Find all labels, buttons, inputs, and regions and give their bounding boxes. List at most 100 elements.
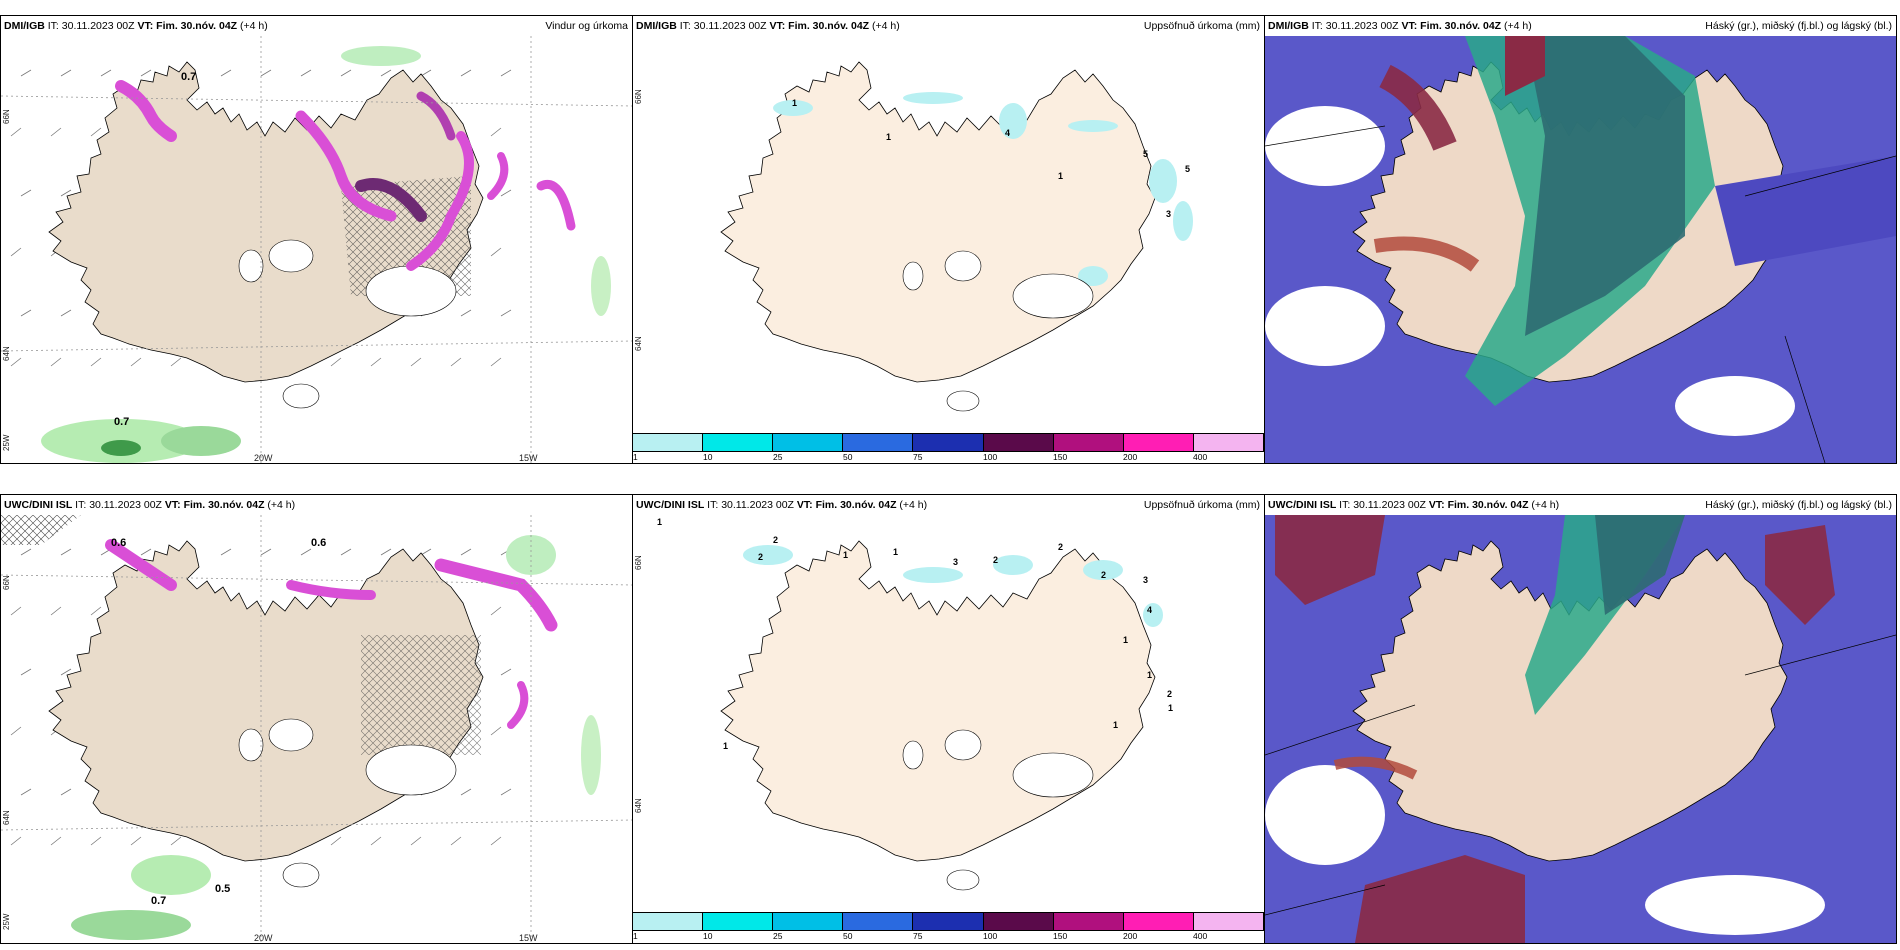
wind-value: 0.7 [114, 416, 130, 428]
colorbar-tick: 200 [1123, 931, 1138, 941]
colorbar-tick: 50 [843, 452, 853, 462]
panel-uwc-wind: UWC/DINI ISL IT: 30.11.2023 00Z VT: Fim.… [0, 494, 633, 944]
vt-label: VT: [796, 499, 813, 511]
colorbar-tick: 400 [1193, 931, 1208, 941]
colorbar-swatch [983, 434, 1054, 451]
colorbar-swatch [843, 434, 914, 451]
lon-label-20w: 20W [254, 453, 273, 463]
vt-label: VT: [1428, 499, 1445, 511]
wind-value: 0.6 [311, 537, 327, 549]
panel-dmi-wind: DMI/IGB IT: 30.11.2023 00Z VT: Fim. 30.n… [0, 15, 633, 464]
colorbar-swatch [773, 913, 844, 930]
colorbar-swatch [1193, 913, 1263, 930]
colorbar-tick: 10 [703, 931, 713, 941]
panel-dmi-accum: DMI/IGB IT: 30.11.2023 00Z VT: Fim. 30.n… [632, 15, 1265, 464]
it-label: IT: [75, 499, 87, 511]
vt-value: Fim. 30.nóv. 04Z [183, 499, 265, 511]
lead-time: (+4 h) [899, 499, 928, 511]
accum-value: 3 [953, 557, 959, 567]
wind-precip-map [1, 515, 632, 943]
colorbar [632, 912, 1264, 931]
panel-header: UWC/DINI ISL IT: 30.11.2023 00Z VT: Fim.… [1265, 495, 1896, 515]
model-source: DMI/IGB [1268, 20, 1309, 32]
lat-label-66n: 66N [2, 575, 11, 590]
lat-label-64n: 64N [634, 798, 643, 813]
accum-value: 1 [1147, 670, 1153, 680]
panel-header: DMI/IGB IT: 30.11.2023 00Z VT: Fim. 30.n… [633, 16, 1264, 36]
colorbar-swatch [703, 434, 774, 451]
colorbar-tick: 25 [773, 452, 783, 462]
lat-label-64n: 64N [2, 346, 11, 361]
accum-value: 3 [1143, 575, 1149, 585]
accum-value: 5 [1143, 149, 1149, 159]
colorbar-swatch [773, 434, 844, 451]
it-label: IT: [1339, 499, 1351, 511]
accum-value: 1 [657, 517, 663, 527]
it-value: 30.11.2023 00Z [1353, 499, 1426, 511]
accum-value: 2 [758, 552, 764, 562]
it-value: 30.11.2023 00Z [61, 20, 135, 32]
accum-value: 1 [893, 547, 899, 557]
lon-label-25w: 25W [2, 913, 11, 930]
colorbar-swatch [1053, 913, 1124, 930]
colorbar-swatch [633, 913, 704, 930]
colorbar-tick: 400 [1193, 452, 1208, 462]
vt-label: VT: [1401, 20, 1418, 32]
accum-precip-map [633, 515, 1264, 915]
it-value: 30.11.2023 00Z [721, 499, 794, 511]
colorbar-swatch [633, 434, 704, 451]
panel-dmi-clouds: DMI/IGB IT: 30.11.2023 00Z VT: Fim. 30.n… [1264, 15, 1897, 464]
wind-value: 0.6 [111, 537, 127, 549]
colorbar-tick: 1 [633, 931, 638, 941]
it-value: 30.11.2023 00Z [693, 20, 767, 32]
vt-value: Fim. 30.nóv. 04Z [156, 20, 238, 32]
accum-value: 2 [1058, 542, 1064, 552]
vt-value: Fim. 30.nóv. 04Z [1447, 499, 1529, 511]
accum-value: 1 [886, 132, 892, 142]
vt-value: Fim. 30.nóv. 04Z [815, 499, 897, 511]
lead-time: (+4 h) [1531, 499, 1560, 511]
colorbar-tick: 100 [983, 452, 998, 462]
panel-title: Vindur og úrkoma [545, 20, 628, 32]
accum-value: 4 [1005, 128, 1011, 138]
colorbar-tick: 50 [843, 931, 853, 941]
accum-value: 1 [1123, 635, 1129, 645]
colorbar-swatch [1123, 434, 1194, 451]
colorbar-tick: 200 [1123, 452, 1138, 462]
vt-value: Fim. 30.nóv. 04Z [788, 20, 870, 32]
model-source: UWC/DINI ISL [1268, 499, 1337, 511]
accum-value: 1 [843, 550, 849, 560]
lon-label-15w: 15W [519, 933, 538, 943]
lat-label-66n: 66N [634, 555, 643, 570]
panel-uwc-accum: UWC/DINI ISL IT: 30.11.2023 00Z VT: Fim.… [632, 494, 1265, 944]
accum-value: 1 [1058, 171, 1064, 181]
model-source: DMI/IGB [636, 20, 677, 32]
colorbar-tick: 150 [1053, 452, 1068, 462]
panel-title: Uppsöfnuð úrkoma (mm) [1143, 499, 1260, 511]
accum-precip-map [633, 36, 1264, 436]
model-source: DMI/IGB [4, 20, 45, 32]
wind-value: 0.7 [151, 895, 167, 907]
lat-label-64n: 64N [634, 336, 643, 351]
panel-uwc-clouds: UWC/DINI ISL IT: 30.11.2023 00Z VT: Fim.… [1264, 494, 1897, 944]
wind-value: 0.5 [215, 883, 231, 895]
accum-value: 4 [1147, 605, 1153, 615]
lead-time: (+4 h) [240, 20, 268, 32]
model-source: UWC/DINI ISL [4, 499, 73, 511]
it-value: 30.11.2023 00Z [1325, 20, 1399, 32]
panel-title: Háský (gr.), miðský (fj.bl.) og lágský (… [1705, 20, 1892, 32]
colorbar-swatch [843, 913, 914, 930]
lon-label-25w: 25W [2, 434, 11, 451]
it-label: IT: [47, 20, 59, 32]
lon-label-20w: 20W [254, 933, 273, 943]
lead-time: (+4 h) [267, 499, 296, 511]
panel-title: Háský (gr.), miðský (fj.bl.) og lágský (… [1705, 499, 1892, 511]
wind-value: 0.7 [181, 71, 197, 83]
panel-header: UWC/DINI ISL IT: 30.11.2023 00Z VT: Fim.… [1, 495, 632, 515]
accum-value: 3 [1166, 209, 1172, 219]
it-label: IT: [1311, 20, 1323, 32]
colorbar-swatch [1193, 434, 1263, 451]
colorbar-tick: 75 [913, 452, 923, 462]
colorbar-tick: 25 [773, 931, 783, 941]
wind-precip-map [1, 36, 632, 463]
